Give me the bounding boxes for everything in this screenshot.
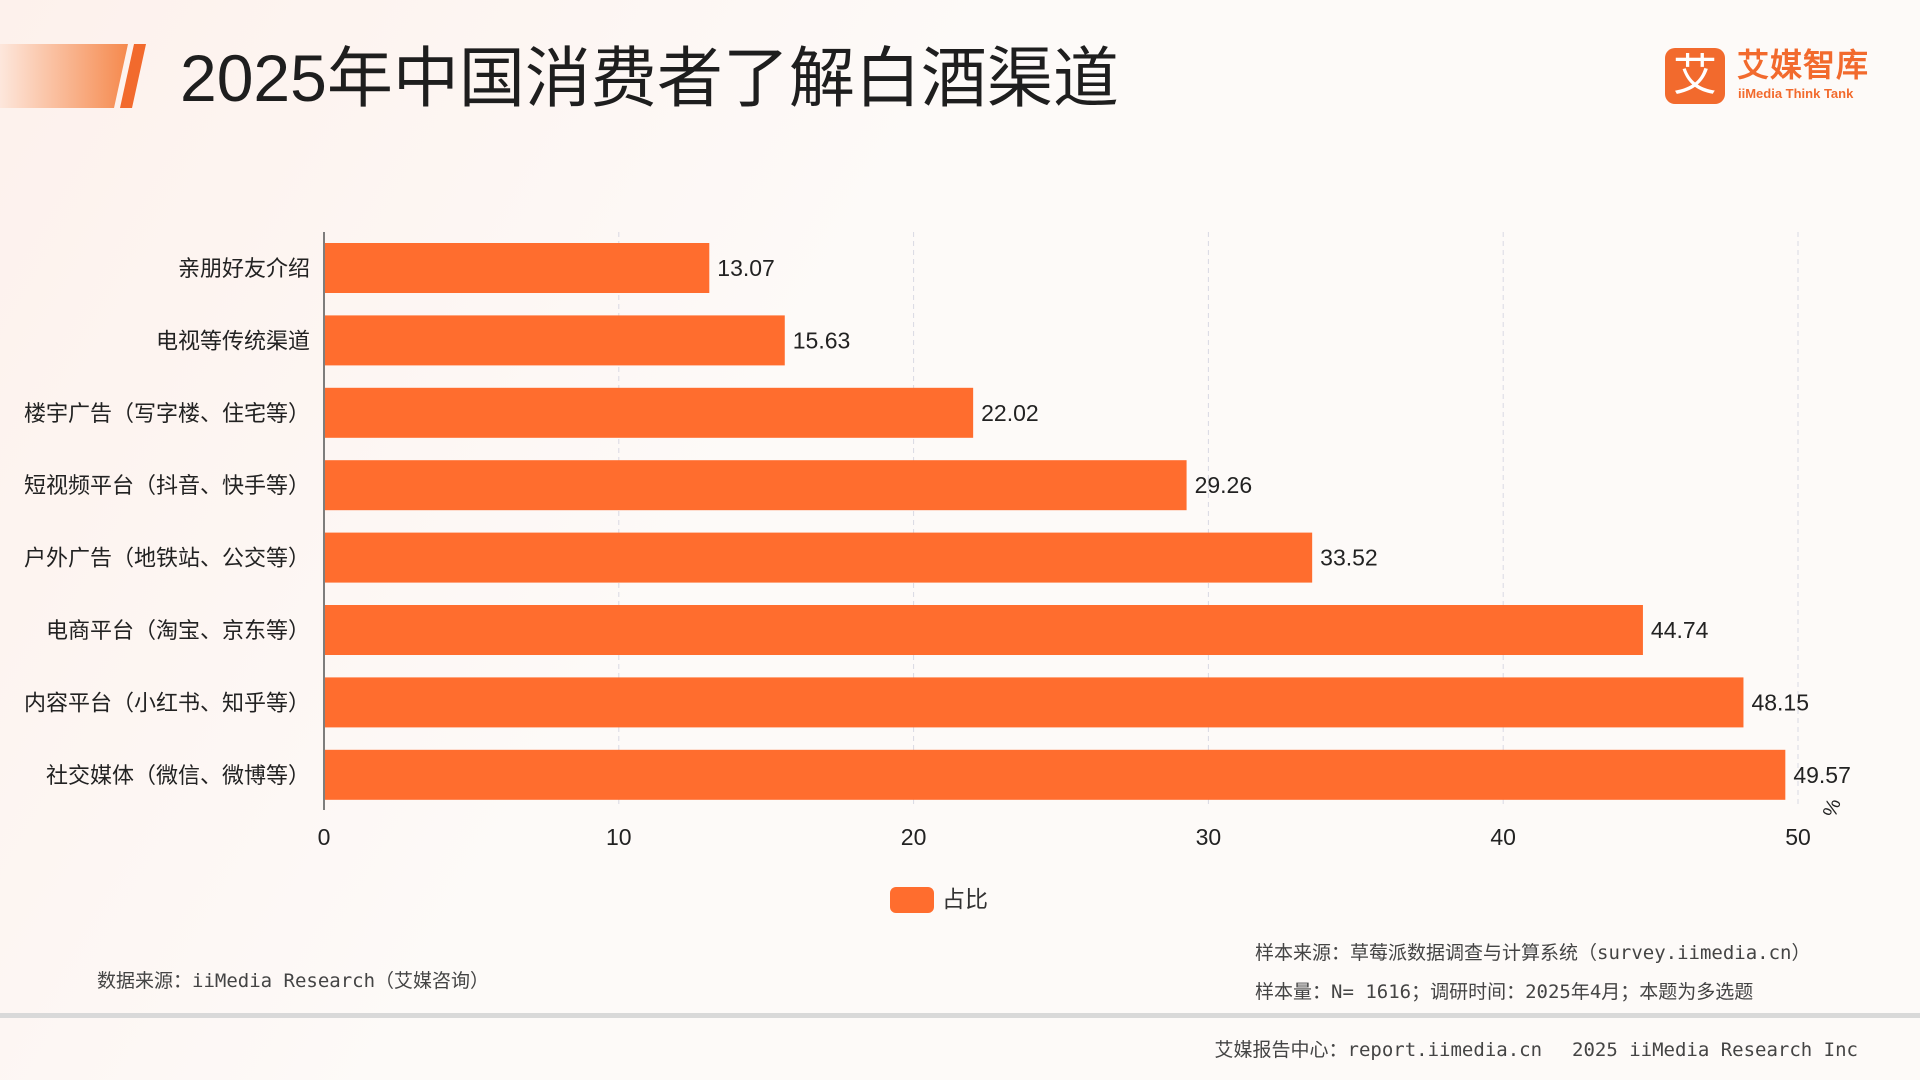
bar — [325, 243, 710, 293]
logo-text: 艾媒智库 — [1737, 47, 1870, 83]
x-tick-label: 0 — [318, 824, 331, 850]
footer-report-center: 艾媒报告中心：report.iimedia.cn — [1214, 1039, 1543, 1061]
footer: 艾媒报告中心：report.iimedia.cn 2025 iiMedia Res… — [1215, 1038, 1858, 1062]
category-label: 内容平台（小红书、知乎等） — [24, 690, 310, 715]
logo-subtext: iiMedia Think Tank — [1738, 86, 1854, 101]
legend-swatch — [890, 887, 934, 913]
data-label: 22.02 — [981, 400, 1039, 426]
legend-label: 占比 — [942, 886, 988, 912]
category-label: 社交媒体（微信、微博等） — [46, 763, 310, 788]
page-title: 2025年中国消费者了解白酒渠道 — [180, 41, 1119, 115]
category-label: 楼宇广告（写字楼、住宅等） — [24, 401, 310, 426]
bar — [325, 532, 1313, 583]
x-tick-label: 20 — [901, 824, 927, 850]
bar — [325, 460, 1187, 511]
footer-copyright: 2025 iiMedia Research Inc — [1572, 1039, 1858, 1061]
data-label: 33.52 — [1320, 545, 1378, 571]
bar — [325, 749, 1786, 800]
footer-divider — [0, 1013, 1920, 1018]
category-label: 电商平台（淘宝、京东等） — [46, 618, 310, 643]
x-unit-label: % — [1819, 796, 1846, 820]
category-label: 亲朋好友介绍 — [178, 256, 310, 281]
logo-mark-icon: 艾 — [1665, 48, 1725, 104]
data-label: 13.07 — [717, 255, 775, 281]
x-tick-label: 40 — [1490, 824, 1516, 850]
bar — [325, 605, 1643, 655]
category-label: 户外广告（地铁站、公交等） — [24, 546, 310, 571]
data-label: 48.15 — [1751, 689, 1809, 715]
data-source-note: 数据来源：iiMedia Research（艾媒咨询） — [97, 970, 490, 992]
data-label: 49.57 — [1793, 762, 1851, 788]
data-label: 44.74 — [1651, 617, 1709, 643]
category-label: 电视等传统渠道 — [156, 328, 310, 353]
brand-logo: 艾 艾媒智库 iiMedia Think Tank — [1665, 46, 1868, 108]
x-tick-label: 10 — [606, 824, 632, 850]
data-label: 29.26 — [1195, 472, 1253, 498]
x-tick-label: 50 — [1785, 824, 1811, 850]
bar — [325, 387, 974, 438]
category-label: 短视频平台（抖音、快手等） — [24, 473, 310, 498]
data-label: 15.63 — [793, 327, 851, 353]
bar — [325, 315, 785, 366]
sample-size-note: 样本量：N= 1616；调研时间：2025年4月；本题为多选题 — [1255, 981, 1754, 1003]
x-tick-label: 30 — [1196, 824, 1222, 850]
bar — [325, 677, 1744, 728]
sample-source-note: 样本来源：草莓派数据调查与计算系统（survey.iimedia.cn） — [1255, 942, 1811, 964]
title-accent-decoration — [0, 44, 146, 108]
